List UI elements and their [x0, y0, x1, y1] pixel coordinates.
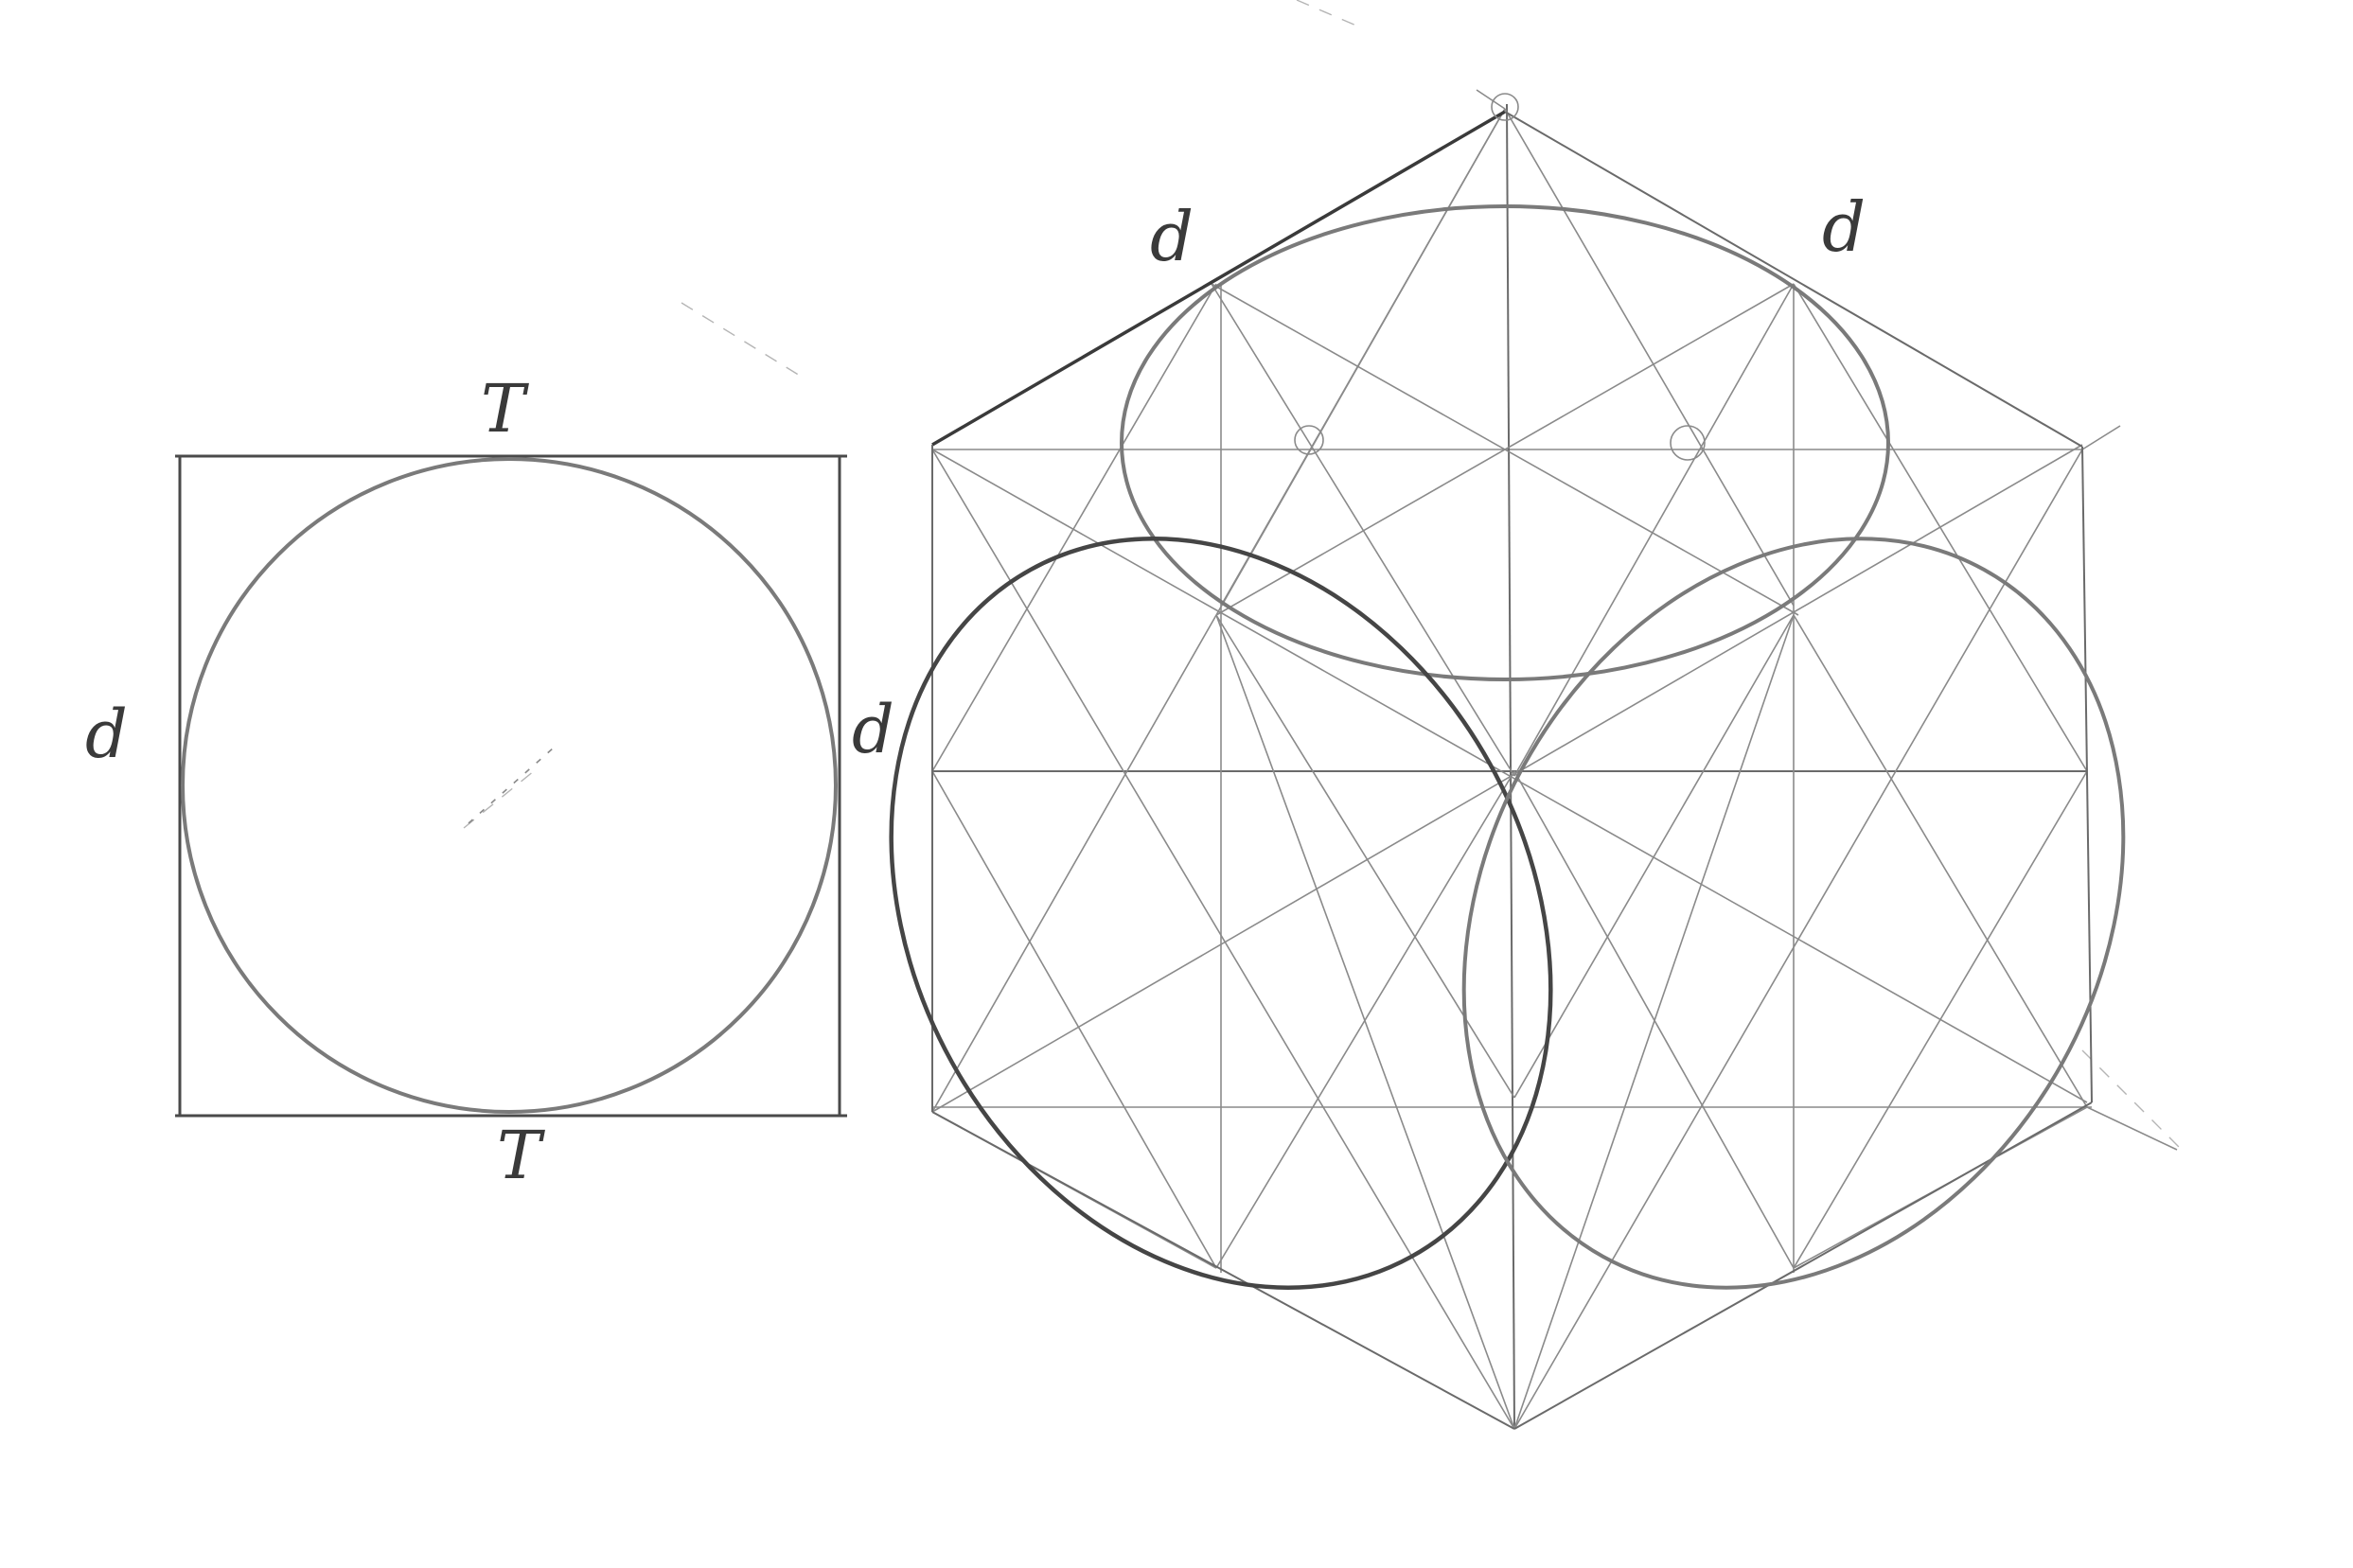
isometric-cube-view: d d: [889, 89, 2178, 1430]
ellipse-center-marks: [1294, 93, 1706, 461]
faint-construction-marks: [463, 0, 2187, 1155]
square-right-diameter-label: d: [852, 691, 894, 768]
construction-lines: [931, 89, 2178, 1430]
square-view: T T d d: [85, 370, 894, 1194]
square-bottom-tangent-label: T: [497, 1117, 545, 1194]
square-top-tangent-label: T: [481, 370, 529, 448]
inscribed-circle: [181, 457, 838, 1114]
top-face-ellipse: [1120, 204, 1890, 681]
cube-top-right-label: d: [1822, 187, 1866, 267]
cube-top-left-label: d: [1150, 197, 1194, 276]
right-face-ellipse: [1461, 537, 2126, 1290]
left-face-ellipse: [889, 537, 1553, 1290]
square-left-diameter-label: d: [85, 696, 128, 773]
isometric-ellipses: [889, 204, 2126, 1290]
